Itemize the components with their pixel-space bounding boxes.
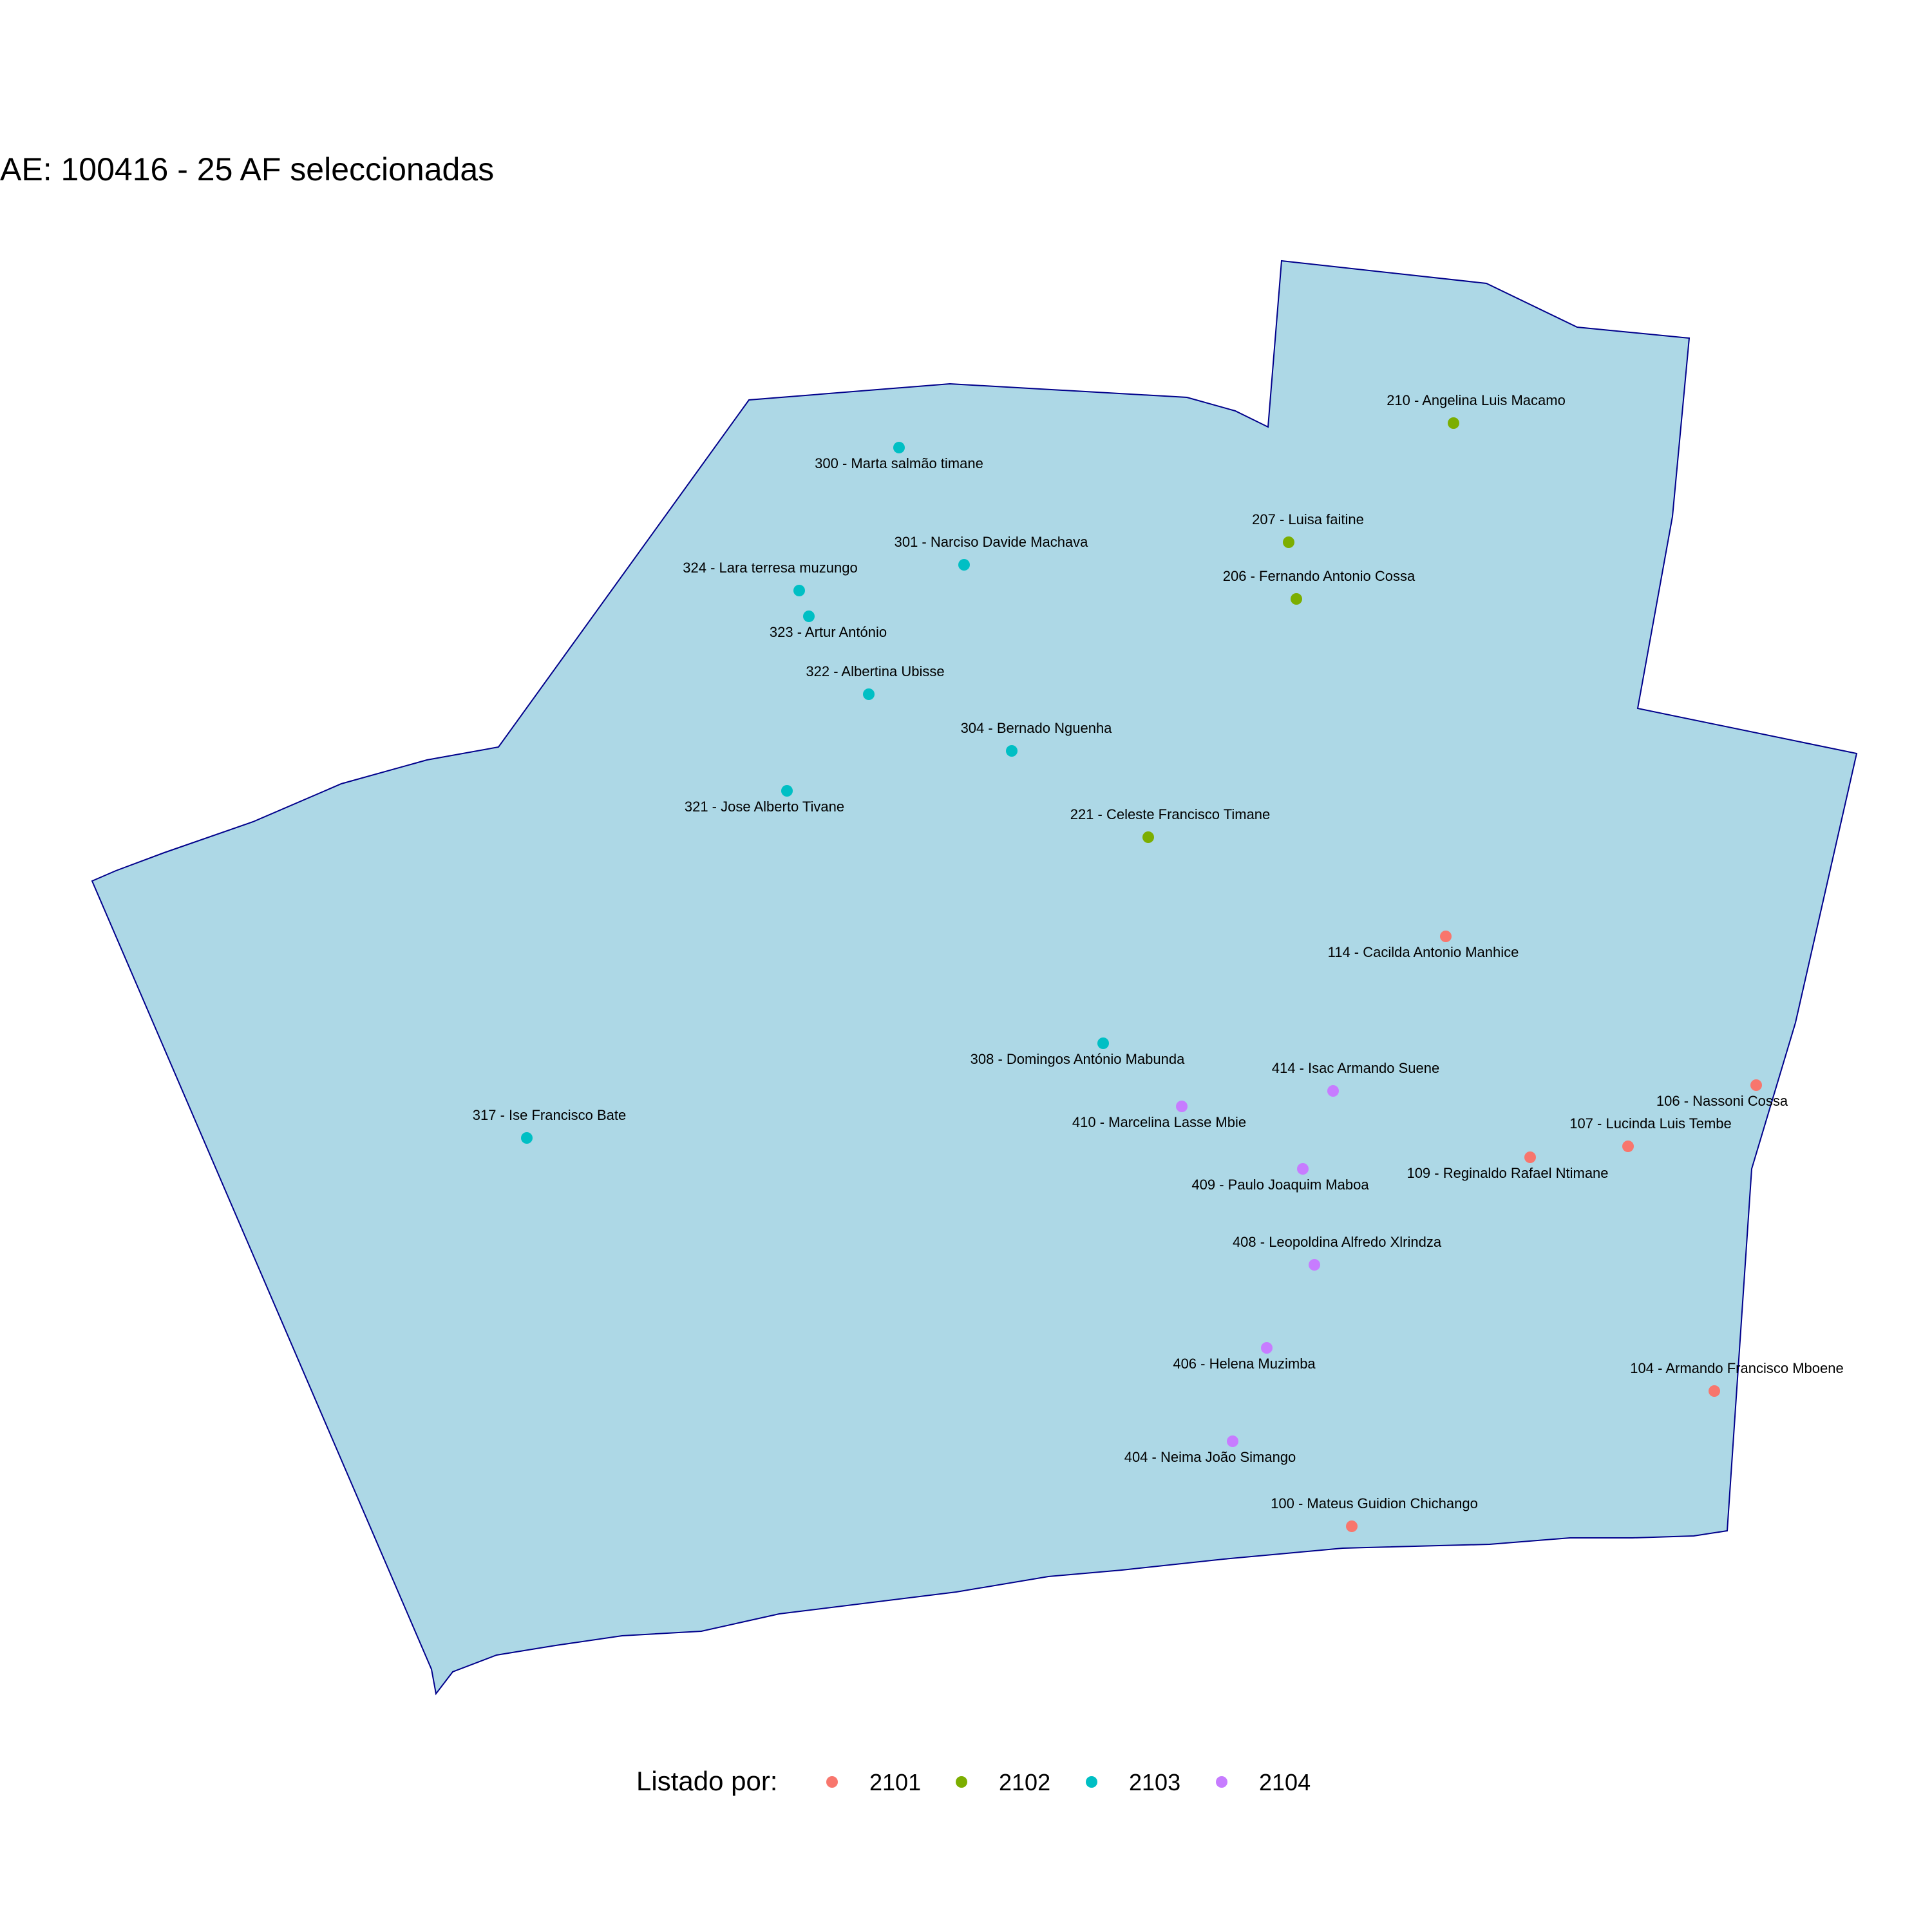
map-point-label: 301 - Narciso Davide Machava	[895, 534, 1089, 550]
map-point: 207 - Luisa faitine	[1252, 511, 1364, 548]
map-point-marker	[793, 585, 805, 596]
map-point: 221 - Celeste Francisco Timane	[1070, 806, 1271, 843]
map-point-marker	[1291, 593, 1302, 605]
map-point: 322 - Albertina Ubisse	[806, 663, 945, 700]
map-point-marker	[1097, 1037, 1109, 1049]
map-point-marker	[1297, 1163, 1309, 1175]
map-point: 414 - Isac Armando Suene	[1272, 1060, 1440, 1097]
map-point-marker	[781, 785, 793, 797]
legend-item-label: 2101	[869, 1769, 921, 1795]
legend-key-marker	[1086, 1776, 1097, 1788]
legend-item-2102: 2102	[956, 1769, 1050, 1795]
map-point: 317 - Ise Francisco Bate	[473, 1107, 626, 1144]
legend-item-2101: 2101	[826, 1769, 921, 1795]
map-point: 408 - Leopoldina Alfredo Xlrindza	[1233, 1234, 1442, 1271]
map-point-label: 107 - Lucinda Luis Tembe	[1569, 1115, 1732, 1132]
map-point: 210 - Angelina Luis Macamo	[1387, 392, 1566, 429]
map-point-label: 206 - Fernando Antonio Cossa	[1223, 568, 1416, 584]
map-point: 114 - Cacilda Antonio Manhice	[1328, 931, 1519, 960]
map-point-label: 324 - Lara terresa muzungo	[683, 560, 858, 576]
map-point: 409 - Paulo Joaquim Maboa	[1191, 1163, 1369, 1193]
legend: Listado por: 2101 2102 2103 2104	[636, 1766, 1311, 1796]
map-point-marker	[1750, 1079, 1762, 1091]
map-point-marker	[1709, 1385, 1720, 1397]
map-point-label: 304 - Bernado Nguenha	[961, 720, 1113, 736]
map-point-marker	[1006, 745, 1018, 757]
map-point-label: 109 - Reginaldo Rafael Ntimane	[1406, 1165, 1608, 1181]
map-point-marker	[1142, 831, 1154, 843]
map-title: AE: 100416 - 25 AF seleccionadas	[0, 151, 494, 187]
map-point-label: 404 - Neima João Simango	[1124, 1449, 1296, 1465]
map-point-marker	[521, 1132, 533, 1144]
map-point-label: 322 - Albertina Ubisse	[806, 663, 944, 679]
map-point-marker	[1176, 1101, 1188, 1112]
map-point: 100 - Mateus Guidion Chichango	[1271, 1495, 1478, 1532]
map-point-marker	[1622, 1141, 1634, 1152]
legend-title: Listado por:	[636, 1766, 777, 1796]
map-point: 106 - Nassoni Cossa	[1656, 1079, 1788, 1109]
map-point-marker	[1346, 1520, 1358, 1532]
map-point-marker	[1283, 536, 1294, 548]
legend-items: 2101 2102 2103 2104	[826, 1769, 1311, 1795]
map-point-marker	[1309, 1259, 1320, 1271]
map-point-marker	[1227, 1435, 1238, 1447]
map-point: 404 - Neima João Simango	[1124, 1435, 1296, 1465]
map-point-label: 406 - Helena Muzimba	[1173, 1356, 1316, 1372]
map-point: 109 - Reginaldo Rafael Ntimane	[1406, 1151, 1609, 1181]
map-point-label: 100 - Mateus Guidion Chichango	[1271, 1495, 1478, 1511]
map-point: 323 - Artur António	[770, 611, 887, 640]
map-point-label: 323 - Artur António	[770, 624, 887, 640]
map-point-marker	[958, 559, 970, 571]
legend-item-label: 2102	[999, 1769, 1050, 1795]
map-point: 104 - Armando Francisco Mboene	[1630, 1360, 1844, 1397]
map-point-label: 414 - Isac Armando Suene	[1272, 1060, 1440, 1076]
map-point: 300 - Marta salmão timane	[815, 442, 983, 471]
map-point-label: 221 - Celeste Francisco Timane	[1070, 806, 1271, 822]
legend-key-marker	[1216, 1776, 1227, 1788]
map-point-marker	[803, 611, 815, 622]
map-point: 206 - Fernando Antonio Cossa	[1223, 568, 1416, 605]
map-point-label: 308 - Domingos António Mabunda	[971, 1051, 1185, 1067]
legend-key-marker	[826, 1776, 838, 1788]
map-point-label: 104 - Armando Francisco Mboene	[1630, 1360, 1843, 1376]
map-point: 406 - Helena Muzimba	[1173, 1342, 1316, 1372]
enumeration-area-polygon	[91, 260, 1858, 1696]
map-point-label: 207 - Luisa faitine	[1252, 511, 1364, 527]
map-point: 410 - Marcelina Lasse Mbie	[1072, 1101, 1246, 1130]
map-point-label: 210 - Angelina Luis Macamo	[1387, 392, 1566, 408]
map-point-marker	[1440, 931, 1452, 942]
map-point-label: 106 - Nassoni Cossa	[1656, 1093, 1788, 1109]
map-point: 324 - Lara terresa muzungo	[683, 560, 858, 596]
map-point-label: 114 - Cacilda Antonio Manhice	[1328, 944, 1519, 960]
legend-item-2104: 2104	[1216, 1769, 1311, 1795]
map-point: 308 - Domingos António Mabunda	[971, 1037, 1185, 1067]
legend-item-label: 2104	[1259, 1769, 1311, 1795]
map-point-marker	[1261, 1342, 1273, 1354]
map-point-marker	[1524, 1151, 1536, 1163]
map-point-marker	[863, 688, 875, 700]
legend-item-label: 2103	[1129, 1769, 1180, 1795]
map-point-label: 321 - Jose Alberto Tivane	[685, 799, 844, 815]
legend-item-2103: 2103	[1086, 1769, 1180, 1795]
map-point: 304 - Bernado Nguenha	[961, 720, 1113, 757]
map-point-label: 410 - Marcelina Lasse Mbie	[1072, 1114, 1246, 1130]
map-point-label: 317 - Ise Francisco Bate	[473, 1107, 626, 1123]
map-point: 107 - Lucinda Luis Tembe	[1569, 1115, 1732, 1152]
map-point-label: 300 - Marta salmão timane	[815, 455, 983, 471]
map-point-label: 409 - Paulo Joaquim Maboa	[1191, 1177, 1369, 1193]
map-point: 301 - Narciso Davide Machava	[895, 534, 1089, 571]
map-point-marker	[893, 442, 905, 453]
map-point-marker	[1327, 1085, 1339, 1097]
map-point-marker	[1448, 417, 1459, 429]
points-layer: 210 - Angelina Luis Macamo 300 - Marta sa…	[473, 392, 1844, 1532]
map-point: 321 - Jose Alberto Tivane	[685, 785, 844, 815]
map-point-label: 408 - Leopoldina Alfredo Xlrindza	[1233, 1234, 1442, 1250]
legend-key-marker	[956, 1776, 967, 1788]
